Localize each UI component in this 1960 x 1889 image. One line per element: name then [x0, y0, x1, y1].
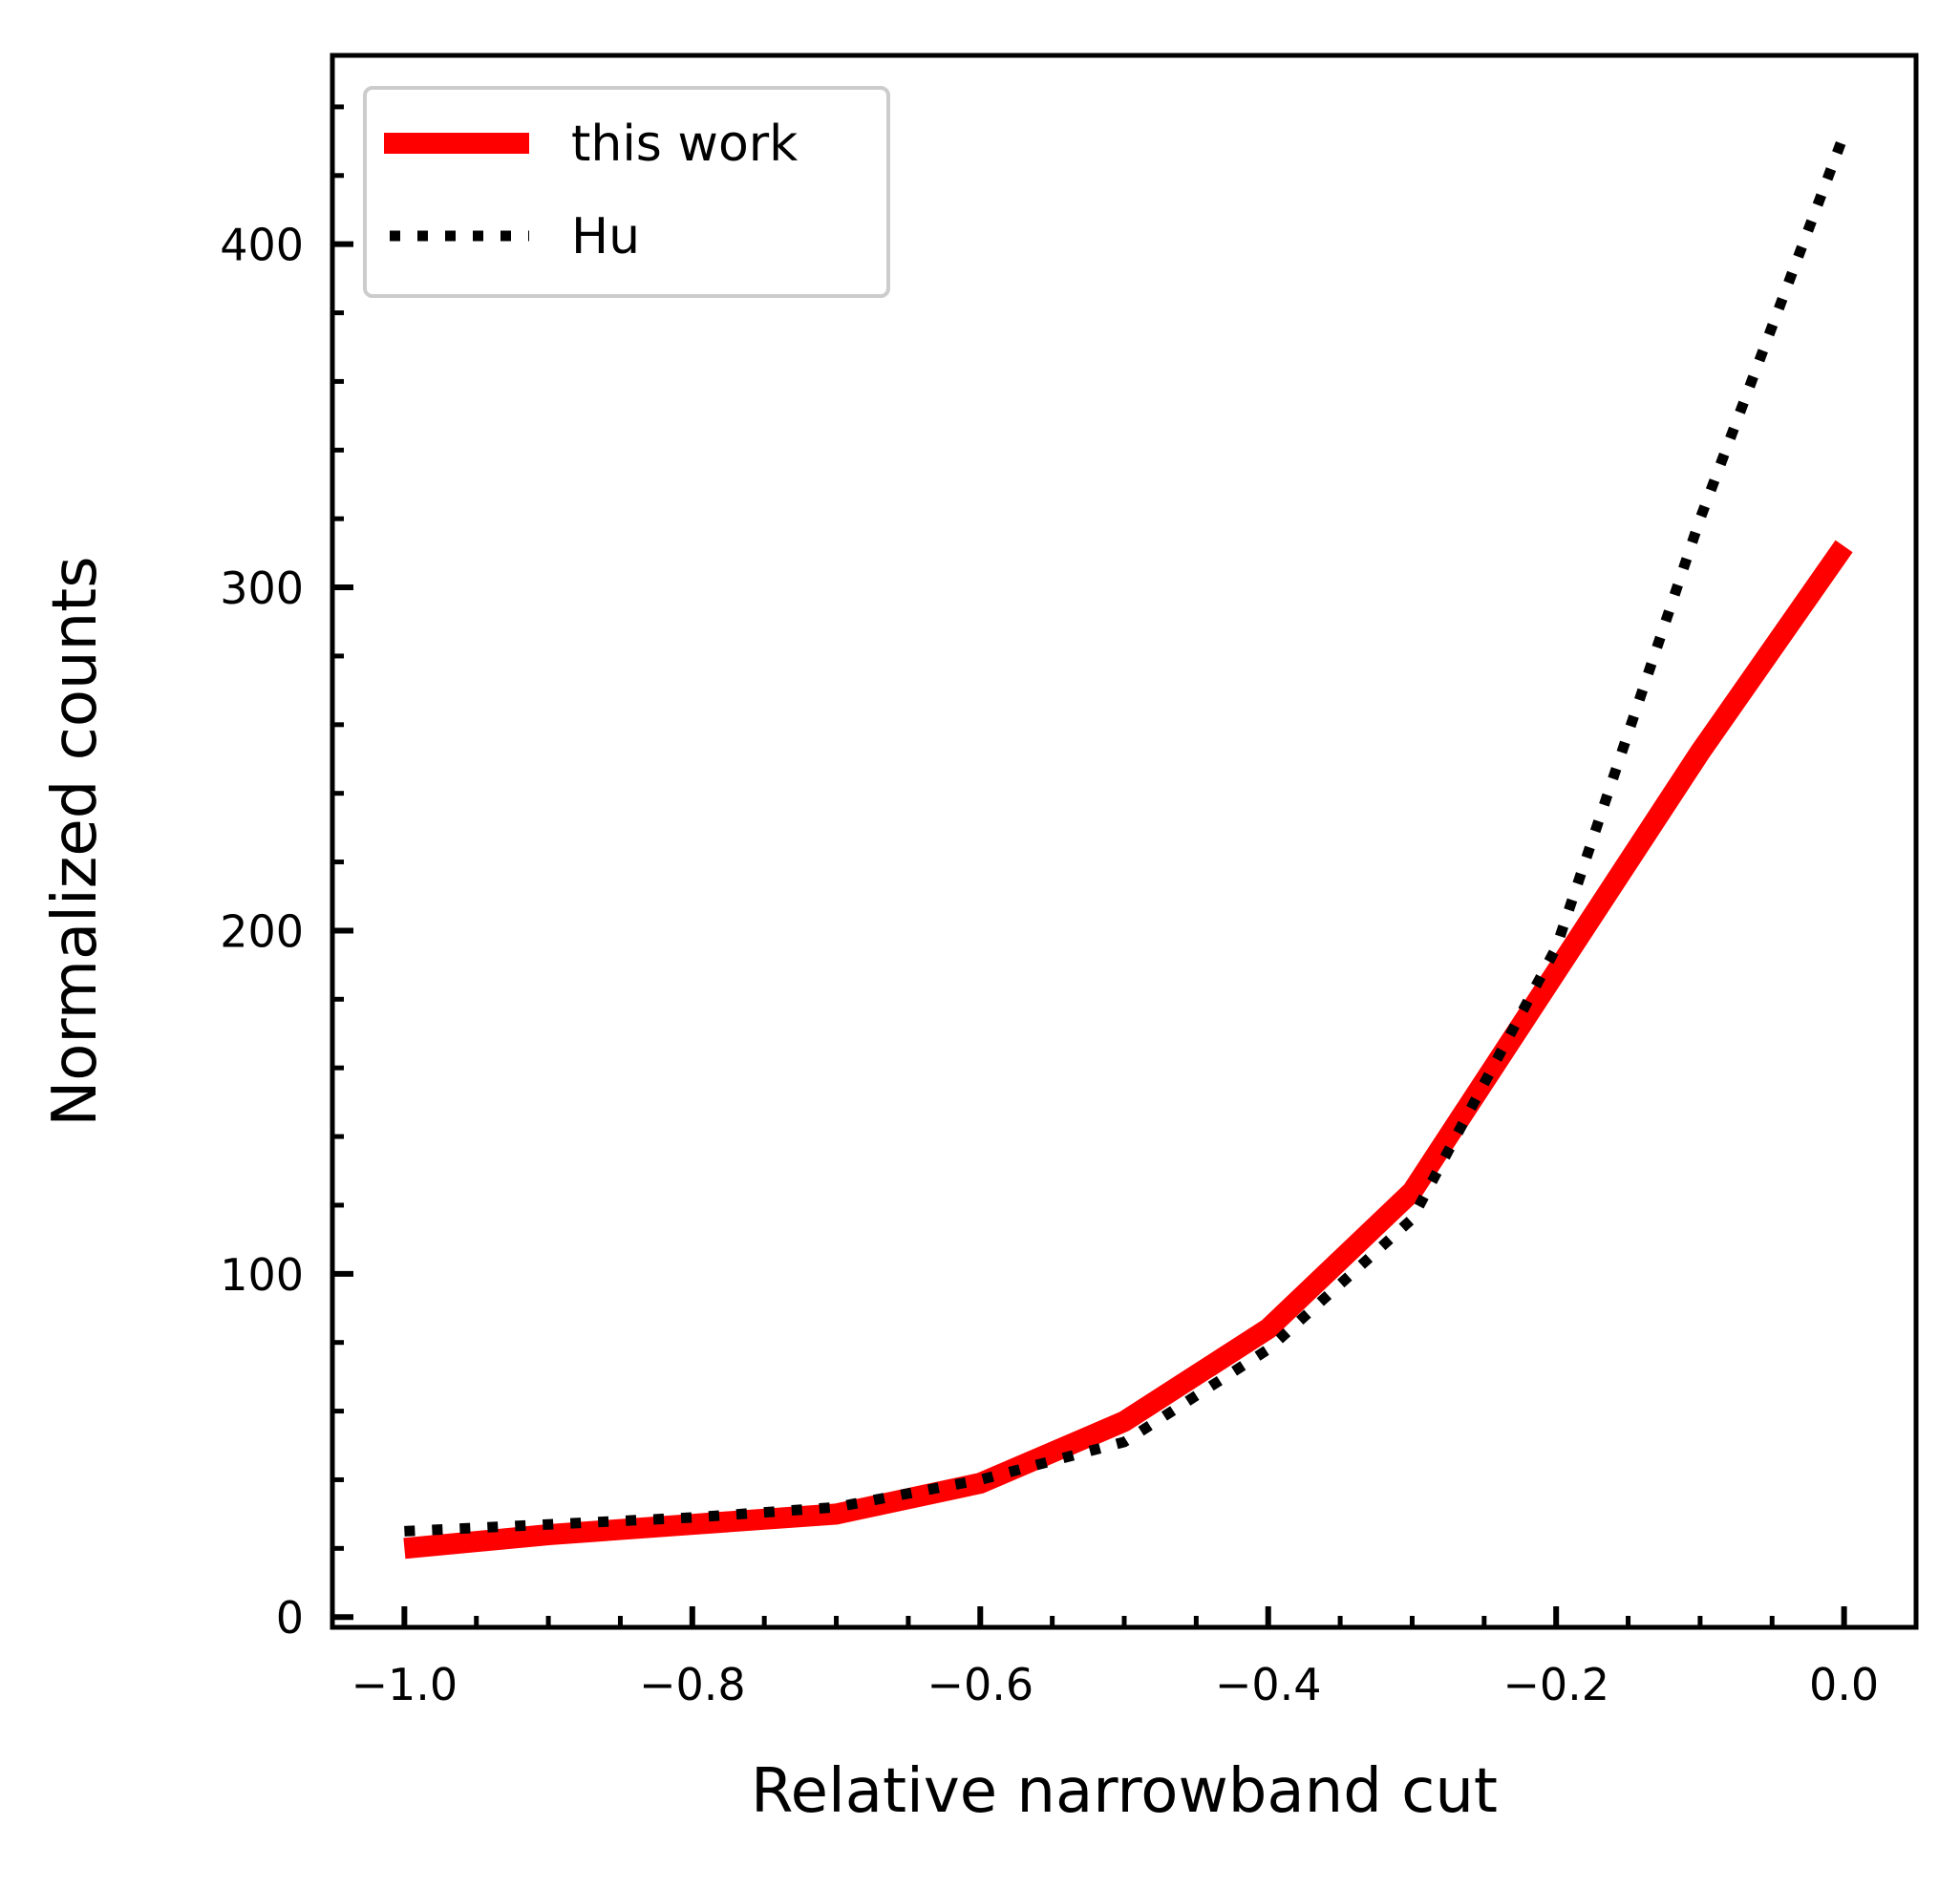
ticks-layer [330, 104, 1919, 1627]
y-tick-label: 300 [220, 562, 304, 614]
y-axis-title: Normalized counts [40, 556, 111, 1126]
x-tick-label: −0.8 [639, 1659, 746, 1710]
x-axis-title: Relative narrowband cut [751, 1756, 1498, 1827]
series-line-this-work [403, 540, 1853, 1560]
x-tick-label: −0.2 [1502, 1659, 1609, 1710]
y-tick-label: 100 [220, 1249, 304, 1301]
y-tick-label: 400 [220, 220, 304, 271]
legend: this work Hu [363, 86, 890, 298]
series-line-hu [404, 132, 1849, 1537]
y-tick-label: 200 [220, 905, 304, 957]
x-tick-label: −0.6 [927, 1659, 1033, 1710]
y-tick-label: 0 [276, 1592, 304, 1644]
x-tick-label: 0.0 [1809, 1659, 1879, 1710]
x-tick-label: −1.0 [352, 1659, 458, 1710]
x-tick-label: −0.4 [1215, 1659, 1322, 1710]
legend-label-this-work: this work [571, 116, 798, 173]
legend-label-hu: Hu [571, 208, 640, 265]
tick-labels: −1.0 −0.8 −0.6 −0.4 −0.2 0.0 0 100 200 300 400 [220, 220, 1879, 1710]
series-layer [403, 132, 1853, 1560]
